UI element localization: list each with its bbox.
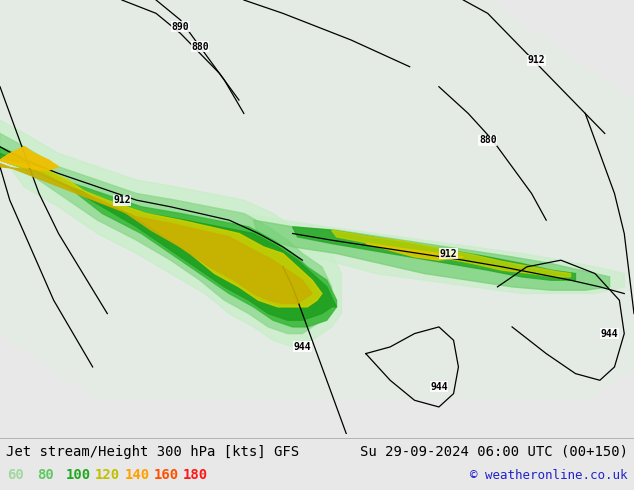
Polygon shape xyxy=(0,153,337,320)
Polygon shape xyxy=(332,230,571,277)
Text: 120: 120 xyxy=(95,468,120,482)
Polygon shape xyxy=(0,0,634,400)
Polygon shape xyxy=(0,160,322,307)
Text: 80: 80 xyxy=(37,468,53,482)
Text: 880: 880 xyxy=(191,42,209,52)
Text: 944: 944 xyxy=(430,382,448,392)
Text: 180: 180 xyxy=(183,468,208,482)
Polygon shape xyxy=(0,164,312,304)
Text: 890: 890 xyxy=(172,22,190,32)
Polygon shape xyxy=(366,244,463,260)
Text: Jet stream/Height 300 hPa [kts] GFS: Jet stream/Height 300 hPa [kts] GFS xyxy=(6,445,299,459)
Text: Su 29-09-2024 06:00 UTC (00+150): Su 29-09-2024 06:00 UTC (00+150) xyxy=(359,445,628,459)
Text: 912: 912 xyxy=(113,195,131,205)
Polygon shape xyxy=(293,227,576,280)
Polygon shape xyxy=(254,220,610,290)
Text: 60: 60 xyxy=(8,468,24,482)
Text: 912: 912 xyxy=(440,248,458,259)
Text: 100: 100 xyxy=(66,468,91,482)
Text: 160: 160 xyxy=(153,468,179,482)
Text: 912: 912 xyxy=(527,55,545,65)
Polygon shape xyxy=(0,147,337,327)
Text: © weatheronline.co.uk: © weatheronline.co.uk xyxy=(470,469,628,482)
Polygon shape xyxy=(0,120,341,347)
Text: 944: 944 xyxy=(601,329,618,339)
Polygon shape xyxy=(244,214,624,294)
Text: 140: 140 xyxy=(124,468,150,482)
Polygon shape xyxy=(0,147,58,170)
Text: 880: 880 xyxy=(479,135,496,145)
Text: 944: 944 xyxy=(294,342,311,352)
Polygon shape xyxy=(0,133,332,334)
